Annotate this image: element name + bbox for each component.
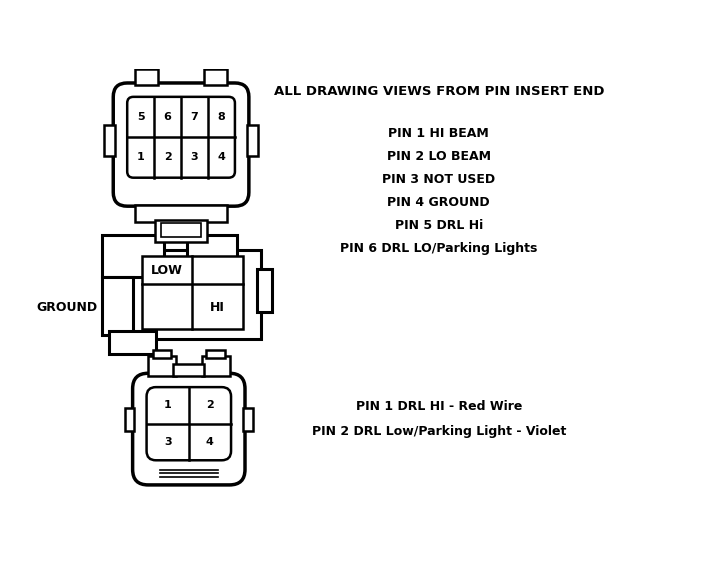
Text: 5: 5 — [137, 112, 145, 122]
Bar — [148, 357, 176, 376]
FancyBboxPatch shape — [127, 97, 235, 177]
Text: 7: 7 — [191, 112, 199, 122]
Text: 1: 1 — [164, 400, 171, 411]
Text: 4: 4 — [217, 153, 225, 162]
Text: PIN 1 DRL HI - Red Wire: PIN 1 DRL HI - Red Wire — [356, 400, 522, 413]
Text: 3: 3 — [191, 153, 198, 162]
Text: 2: 2 — [163, 153, 171, 162]
Bar — [161, 223, 201, 237]
Text: PIN 2 LO BEAM: PIN 2 LO BEAM — [387, 150, 491, 163]
Bar — [102, 234, 163, 277]
Bar — [248, 126, 258, 156]
FancyBboxPatch shape — [132, 373, 245, 485]
Text: 2: 2 — [206, 400, 214, 411]
Bar — [202, 357, 230, 376]
Bar — [187, 234, 238, 262]
Text: 6: 6 — [163, 112, 171, 122]
Bar — [204, 69, 228, 85]
Bar — [173, 364, 204, 376]
Bar — [102, 277, 132, 335]
Bar — [206, 350, 225, 358]
Bar — [256, 270, 272, 312]
Text: 3: 3 — [164, 437, 171, 447]
FancyBboxPatch shape — [147, 387, 231, 460]
Bar — [243, 408, 253, 431]
Text: GROUND: GROUND — [37, 301, 98, 314]
Text: PIN 2 DRL Low/Parking Light - Violet: PIN 2 DRL Low/Parking Light - Violet — [312, 425, 566, 438]
Text: PIN 3 NOT USED: PIN 3 NOT USED — [382, 173, 495, 186]
Text: 4: 4 — [206, 437, 214, 447]
Text: 1: 1 — [137, 153, 145, 162]
Bar — [125, 408, 134, 431]
Text: PIN 4 GROUND: PIN 4 GROUND — [387, 196, 490, 209]
Bar — [135, 204, 228, 222]
Text: ALL DRAWING VIEWS FROM PIN INSERT END: ALL DRAWING VIEWS FROM PIN INSERT END — [274, 85, 604, 97]
Bar — [104, 126, 114, 156]
Bar — [142, 256, 243, 329]
Bar — [135, 69, 158, 85]
FancyBboxPatch shape — [113, 83, 249, 206]
Bar — [125, 250, 261, 339]
Bar — [109, 331, 156, 354]
Text: PIN 6 DRL LO/Parking Lights: PIN 6 DRL LO/Parking Lights — [340, 242, 537, 255]
Text: PIN 5 DRL Hi: PIN 5 DRL Hi — [395, 219, 483, 232]
Bar — [153, 350, 171, 358]
Text: HI: HI — [210, 301, 225, 314]
Text: LOW: LOW — [151, 264, 183, 276]
Text: PIN 1 HI BEAM: PIN 1 HI BEAM — [388, 127, 489, 140]
Text: 8: 8 — [217, 112, 225, 122]
Bar — [155, 220, 207, 241]
